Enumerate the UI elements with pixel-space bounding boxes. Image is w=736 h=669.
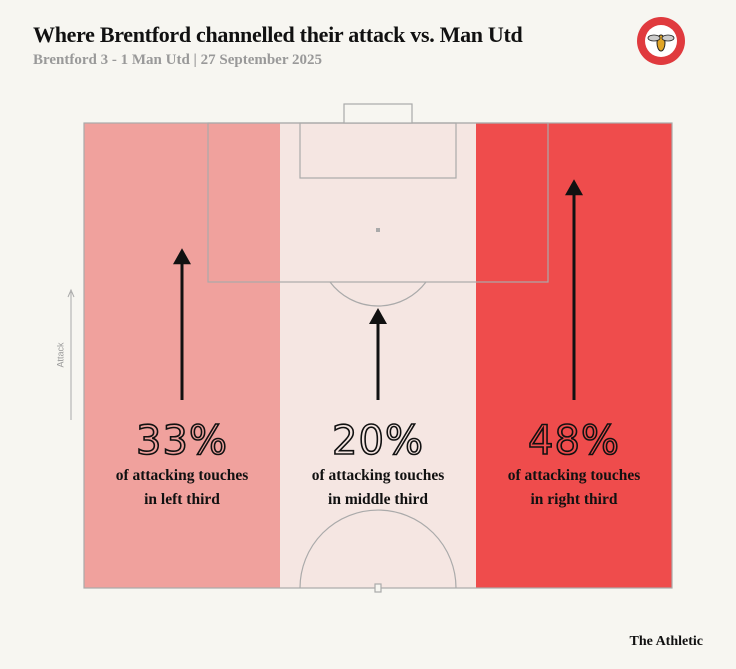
arrow-0: [173, 248, 191, 400]
zone-label-0: 33% of attacking touches in left third: [84, 417, 280, 512]
zone-label-2: 48% of attacking touches in right third: [476, 417, 672, 512]
description-line2: in right third: [530, 491, 618, 508]
attack-direction-arrow: [67, 288, 75, 420]
description-line1: of attacking touches: [115, 467, 249, 484]
description-line1: of attacking touches: [507, 467, 641, 484]
description-line2: in middle third: [328, 491, 428, 508]
description-line2: in left third: [144, 491, 220, 508]
brentford-crest-logo: [637, 17, 685, 65]
penalty-arc: [329, 281, 427, 307]
percentage: 33%: [135, 417, 228, 465]
description-line1: of attacking touches: [311, 467, 445, 484]
arrow-1: [369, 308, 387, 400]
the-athletic-brand: The Athletic: [629, 634, 704, 649]
percentage: 48%: [527, 417, 620, 465]
page-title: Where Brentford channelled their attack …: [33, 22, 523, 47]
penalty-spot: [376, 228, 380, 232]
subtitle: Brentford 3 - 1 Man Utd | 27 September 2…: [33, 52, 322, 68]
arrow-2: [565, 179, 583, 400]
centre-circle: [299, 509, 457, 589]
centre-spot: [374, 583, 382, 593]
percentage: 20%: [331, 417, 424, 465]
zone-label-1: 20% of attacking touches in middle third: [280, 417, 476, 512]
goal: [343, 103, 413, 124]
